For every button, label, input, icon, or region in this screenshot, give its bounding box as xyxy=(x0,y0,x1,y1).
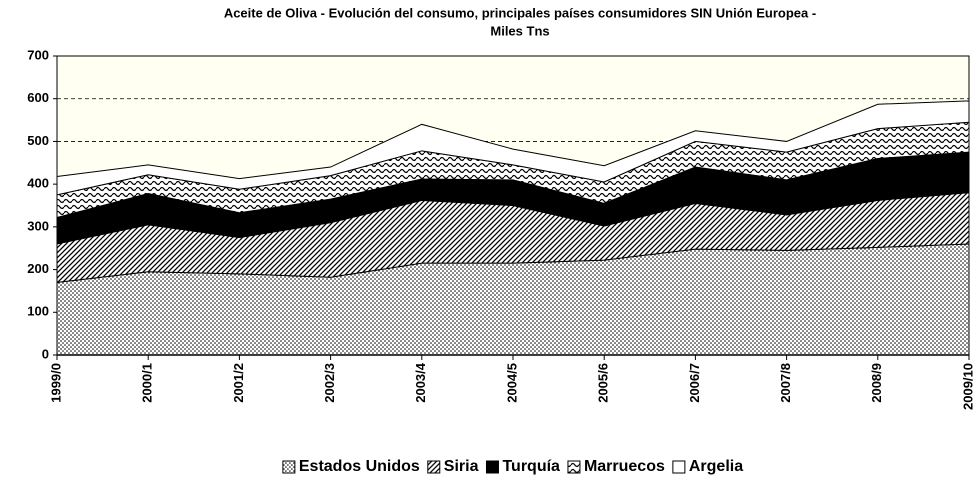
y-tick-label: 400 xyxy=(27,176,49,191)
chart-title: Miles Tns xyxy=(490,23,549,38)
x-tick-label: 1999/0 xyxy=(48,363,63,403)
area xyxy=(56,100,970,196)
y-tick-label: 700 xyxy=(27,47,49,62)
legend-swatch xyxy=(427,460,441,474)
legend-label: Marruecos xyxy=(584,458,665,475)
legend-swatch xyxy=(672,460,686,474)
x-tick-label: 2009/10 xyxy=(960,363,975,410)
x-tick-label: 2002/3 xyxy=(322,363,337,403)
x-tick-label: 2006/7 xyxy=(687,363,702,403)
legend-label: Estados Unidos xyxy=(299,458,420,475)
y-tick-label: 500 xyxy=(27,133,49,148)
x-tick-label: 2007/8 xyxy=(778,363,793,403)
x-tick-label: 2001/2 xyxy=(231,363,246,403)
y-tick-label: 300 xyxy=(27,218,49,233)
legend-swatch xyxy=(485,460,499,474)
y-tick-label: 200 xyxy=(27,261,49,276)
legend-label: Argelia xyxy=(689,458,743,475)
y-tick-label: 0 xyxy=(42,346,49,361)
chart-title: Aceite de Oliva - Evolución del consumo,… xyxy=(224,5,816,20)
legend-label: Siria xyxy=(444,458,479,475)
y-tick-label: 100 xyxy=(27,304,49,319)
x-tick-label: 2004/5 xyxy=(504,363,519,403)
y-tick-label: 600 xyxy=(27,90,49,105)
x-tick-label: 2005/6 xyxy=(596,363,611,403)
legend-label: Turquía xyxy=(502,458,560,475)
legend-swatch xyxy=(282,460,296,474)
legend-swatch xyxy=(567,460,581,474)
x-tick-label: 2008/9 xyxy=(869,363,884,403)
x-tick-label: 2000/1 xyxy=(140,363,155,403)
x-tick-label: 2003/4 xyxy=(413,362,428,403)
